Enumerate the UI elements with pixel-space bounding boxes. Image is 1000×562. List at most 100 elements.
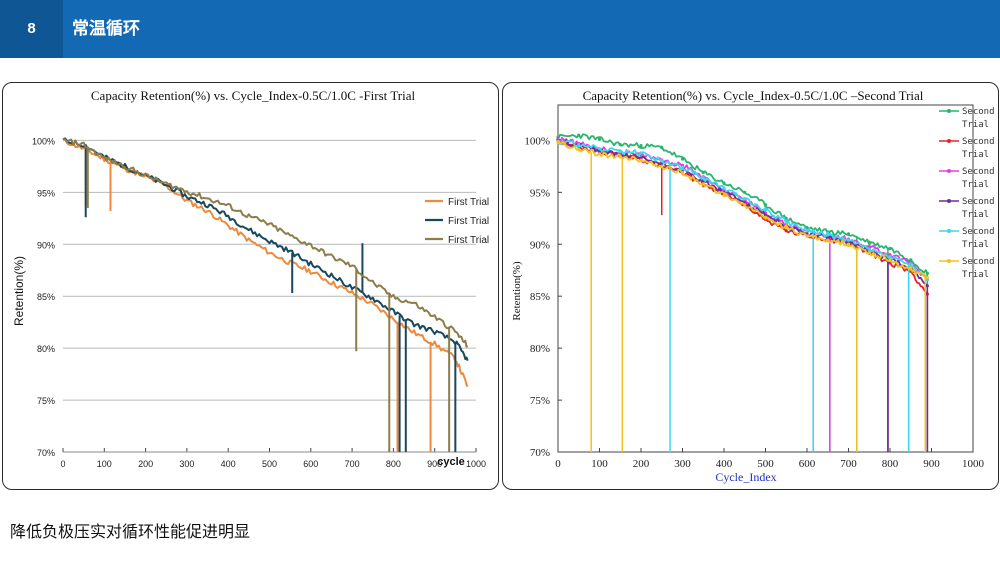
series-point: [805, 234, 809, 238]
series-point: [763, 203, 768, 207]
series-point: [888, 255, 892, 259]
series-point: [867, 247, 871, 252]
legend-label: Second: [962, 137, 995, 147]
series-line: [62, 138, 469, 388]
series-line: [62, 137, 469, 348]
series-point: [888, 258, 892, 262]
y-tick-label: 80%: [530, 343, 550, 355]
x-axis-label: Cycle_Index: [715, 470, 776, 484]
slide-number: 8: [0, 0, 63, 58]
series-point: [701, 182, 705, 186]
series-point: [556, 140, 560, 145]
series-point: [743, 196, 747, 201]
series-point: [784, 219, 788, 224]
series-point: [826, 238, 830, 242]
y-tick-label: 95%: [530, 187, 550, 199]
legend-label: Second: [962, 197, 995, 207]
chart-first-trial: Capacity Retention(%) vs. Cycle_Index-0.…: [12, 88, 489, 469]
slide-header: 8 常温循环: [0, 0, 1000, 58]
legend-label: Second: [962, 227, 995, 237]
y-tick-label: 100%: [524, 135, 550, 147]
series-point: [597, 147, 602, 151]
series-point: [925, 271, 929, 275]
series-point: [680, 165, 685, 169]
legend-label: Second: [962, 257, 995, 267]
series-point: [660, 146, 664, 150]
series-line: [557, 136, 929, 281]
series-line: [557, 139, 929, 287]
series-point: [909, 267, 913, 271]
series-point: [660, 159, 664, 163]
series-point: [925, 275, 929, 280]
series-point: [660, 164, 664, 168]
y-tick-label: 90%: [530, 239, 550, 251]
y-axis-label: Retention(%): [511, 261, 523, 321]
series-point: [577, 133, 581, 137]
series-point: [784, 226, 788, 230]
series-point: [639, 151, 643, 155]
x-tick-label: 600: [303, 459, 318, 469]
legend-marker: [947, 139, 951, 143]
series-line: [557, 139, 929, 280]
legend-label: First Trial: [448, 235, 489, 246]
slide-caption: 降低负极压实对循环性能促进明显: [10, 522, 251, 541]
series-point: [826, 233, 830, 237]
series-point: [722, 186, 726, 190]
y-tick-label: 90%: [37, 240, 55, 250]
legend-marker: [947, 229, 951, 233]
x-tick-label: 1000: [962, 458, 985, 470]
chart-second-trial: Capacity Retention(%) vs. Cycle_Index-0.…: [511, 88, 995, 484]
x-tick-label: 500: [262, 459, 277, 469]
x-tick-label: 300: [674, 458, 691, 470]
legend-marker: [947, 109, 951, 113]
series-point: [618, 142, 622, 147]
series-point: [577, 142, 581, 147]
series-point: [888, 246, 892, 251]
legend-label: First Trial: [448, 197, 489, 208]
x-tick-label: 900: [427, 459, 442, 469]
y-tick-label: 95%: [37, 188, 55, 198]
y-tick-label: 70%: [37, 448, 55, 458]
y-tick-label: 100%: [32, 136, 55, 146]
series-point: [909, 263, 913, 267]
chart-title: Capacity Retention(%) vs. Cycle_Index-0.…: [91, 88, 416, 103]
series-point: [846, 242, 851, 246]
series-point: [618, 155, 622, 159]
series-point: [925, 284, 929, 288]
series-point: [763, 208, 768, 212]
series-point: [784, 229, 788, 233]
x-tick-label: 800: [882, 458, 899, 470]
y-tick-label: 75%: [530, 395, 550, 407]
x-tick-label: 600: [799, 458, 816, 470]
series-point: [639, 158, 643, 162]
legend-marker: [947, 259, 951, 263]
series-point: [597, 137, 602, 141]
legend-marker: [947, 169, 951, 173]
x-tick-label: 200: [138, 459, 153, 469]
x-tick-label: 0: [60, 459, 65, 469]
series-point: [722, 193, 726, 198]
x-tick-label: 100: [97, 459, 112, 469]
series-point: [639, 143, 643, 148]
x-tick-label: 800: [386, 459, 401, 469]
legend-marker: [947, 199, 951, 203]
x-axis-label: cycle: [437, 456, 465, 468]
series-point: [597, 152, 602, 156]
legend-label: Trial: [962, 150, 989, 160]
chart-panel-second-trial: Capacity Retention(%) vs. Cycle_Index-0.…: [502, 82, 999, 490]
x-tick-label: 200: [633, 458, 650, 470]
chart-title: Capacity Retention(%) vs. Cycle_Index-0.…: [583, 88, 924, 103]
legend-label: Trial: [962, 270, 989, 280]
series-line: [557, 139, 929, 295]
legend-label: Second: [962, 167, 995, 177]
series-point: [701, 170, 705, 175]
x-tick-label: 700: [840, 458, 857, 470]
series-point: [680, 170, 685, 175]
y-tick-label: 75%: [37, 396, 55, 406]
legend-label: First Trial: [448, 216, 489, 227]
x-tick-label: 300: [179, 459, 194, 469]
plot-frame: [557, 104, 974, 453]
legend-label: Trial: [962, 180, 989, 190]
series-point: [743, 203, 747, 207]
series-line: [557, 139, 928, 280]
